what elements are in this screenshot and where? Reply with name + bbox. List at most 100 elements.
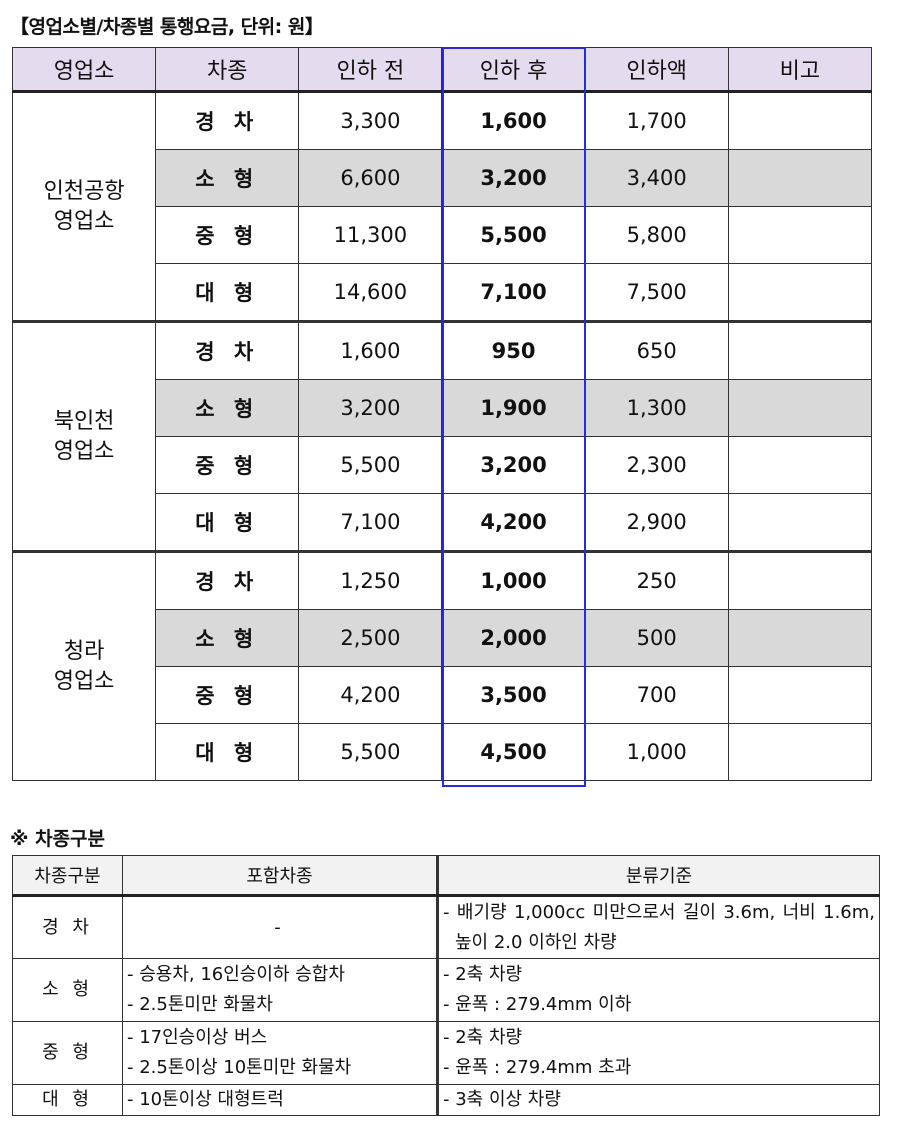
price-after: 3,200 [441,436,586,494]
vehicle-type: 대 형 [155,263,300,322]
included-line: - 2.5톤미만 화물차 [127,994,273,1015]
price-before: 6,600 [298,149,443,207]
price-diff: 500 [584,609,729,667]
price-diff: 3,400 [584,149,729,207]
price-after: 3,500 [441,666,586,724]
remark [727,91,873,150]
vehicle-type: 소 형 [155,609,300,667]
criteria-line: - 윤폭 : 279.4mm 초과 [443,1057,632,1078]
criteria-line: - 2축 차량 [443,964,523,985]
price-before: 11,300 [298,206,443,264]
column-header: 차종구분 [12,855,123,897]
price-before: 1,250 [298,550,443,610]
office-name-line: 북인천 [53,408,115,434]
price-diff: 1,300 [584,379,729,437]
price-after: 1,900 [441,379,586,437]
price-diff: 7,500 [584,263,729,322]
price-diff: 650 [584,320,729,380]
office-name-line: 영업소 [53,208,115,234]
price-after: 1,600 [441,91,586,150]
vehicle-type: 대 형 [155,493,300,552]
criteria: - 배기량 1,000cc 미만으로서 길이 3.6m, 너비 1.6m, 높이… [436,895,880,959]
included-vehicles: - 10톤이상 대형트럭 [122,1084,438,1116]
price-before: 5,500 [298,723,443,781]
vehicle-type: 소 형 [155,379,300,437]
price-after: 3,200 [441,149,586,207]
office-name-line: 청라 [63,638,105,664]
vehicle-class: 경 차 [12,895,123,959]
criteria-line: - 2축 차량 [443,1027,523,1048]
criteria: - 2축 차량 - 윤폭 : 279.4mm 이하 [436,958,880,1022]
criteria-line: - 윤폭 : 279.4mm 이하 [443,994,632,1015]
vehicle-class: 대 형 [12,1084,123,1116]
included-line: - 10톤이상 대형트럭 [127,1089,284,1110]
price-before: 3,200 [298,379,443,437]
vehicle-type: 경 차 [155,550,300,610]
included-line: - [274,916,285,938]
price-diff: 2,300 [584,436,729,494]
column-header: 포함차종 [122,855,438,897]
vehicle-type: 중 형 [155,206,300,264]
remark [727,263,873,322]
table-row: 소 형 6,600 3,200 3,400 [13,149,873,207]
table-title: 【영업소별/차종별 통행요금, 단위: 원】 [10,16,324,38]
column-header: 차종 [155,47,300,93]
remark [727,550,873,610]
column-header: 분류기준 [436,855,880,897]
price-after: 1,000 [441,550,586,610]
vehicle-class: 중 형 [12,1021,123,1085]
remark [727,379,873,437]
column-header: 비고 [727,47,873,93]
table-row: 소 형- 승용차, 16인승이하 승합차 - 2.5톤미만 화물차 - 2축 차량 -… [12,958,880,1022]
table-row: 대 형 14,600 7,100 7,500 [13,263,873,322]
vehicle-type: 경 차 [155,91,300,150]
fare-table: 영업소 차종 인하 전 인하 후 인하액 비고 인천공항 영업소 경 차 3,300 1,600 1… [11,47,873,781]
vehicle-type: 대 형 [155,723,300,781]
remark [727,149,873,207]
price-after: 7,100 [441,263,586,322]
price-before: 14,600 [298,263,443,322]
table-row: 중 형- 17인승이상 버스 - 2.5톤이상 10톤미만 화물차 - 2축 차량 -… [12,1021,880,1085]
price-diff: 250 [584,550,729,610]
vehicle-type: 중 형 [155,666,300,724]
remark [727,666,873,724]
vehicle-type: 소 형 [155,149,300,207]
office-name-line: 영업소 [53,438,115,464]
vehicle-type: 중 형 [155,436,300,494]
vehicle-class: 소 형 [12,958,123,1022]
criteria-line: - 배기량 1,000cc 미만으로서 길이 3.6m, 너비 1.6m, 높이… [443,901,875,953]
remark [727,436,873,494]
column-header: 인하 후 [441,47,586,93]
office-name-line: 인천공항 [43,178,125,204]
price-after: 2,000 [441,609,586,667]
table-row: 중 형 11,300 5,500 5,800 [13,206,873,264]
included-vehicles: - 승용차, 16인승이하 승합차 - 2.5톤미만 화물차 [122,958,438,1022]
column-header: 영업소 [11,47,157,93]
remark [727,206,873,264]
price-after: 4,500 [441,723,586,781]
remark [727,320,873,380]
criteria: - 2축 차량 - 윤폭 : 279.4mm 초과 [436,1021,880,1085]
included-vehicles: - 17인승이상 버스 - 2.5톤이상 10톤미만 화물차 [122,1021,438,1085]
table-row: 대 형 5,500 4,500 1,000 [13,723,873,781]
column-header: 인하 전 [298,47,443,93]
vehicle-type: 경 차 [155,320,300,380]
price-diff: 700 [584,666,729,724]
remark [727,609,873,667]
price-before: 3,300 [298,91,443,150]
price-diff: 1,700 [584,91,729,150]
table-row: 중 형 5,500 3,200 2,300 [13,436,873,494]
table-row: 북인천 영업소 경 차 1,600 950 650 [11,320,873,552]
note-title: ※ 차종구분 [10,828,106,850]
table-row: 대 형- 10톤이상 대형트럭 - 3축 이상 차량 [12,1084,880,1116]
price-diff: 2,900 [584,493,729,552]
criteria-line: - 3축 이상 차량 [443,1089,561,1110]
column-header: 인하액 [584,47,729,93]
price-before: 4,200 [298,666,443,724]
price-after: 950 [441,320,586,380]
price-diff: 5,800 [584,206,729,264]
table-row: 중 형 4,200 3,500 700 [13,666,873,724]
table-row: 청라 영업소 경 차 1,250 1,000 250 [11,550,873,781]
table-row: 소 형 3,200 1,900 1,300 [13,379,873,437]
